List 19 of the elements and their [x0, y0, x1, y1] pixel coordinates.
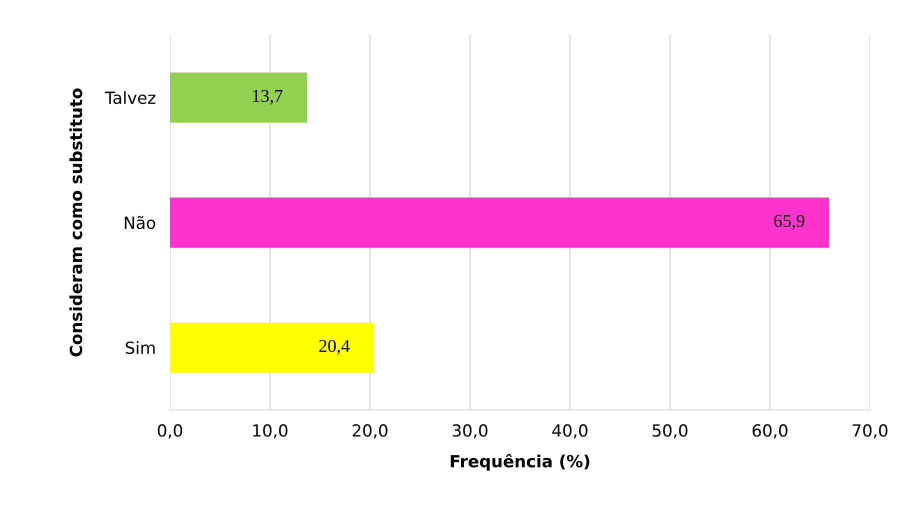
x-tick-label: 60,0: [752, 424, 788, 438]
y-tick-label: Talvez: [104, 91, 156, 104]
bar: [170, 322, 374, 372]
y-axis-title: Consideram como substituto: [69, 88, 82, 356]
x-tick-label: 20,0: [352, 424, 388, 438]
data-label: 13,7: [253, 90, 283, 105]
data-label: 20,4: [319, 340, 350, 355]
x-tick-label: 30,0: [452, 424, 488, 438]
bar: [170, 72, 307, 122]
x-tick-label: 50,0: [652, 424, 688, 438]
data-label: 65,9: [774, 214, 804, 230]
x-axis-title: Frequência (%): [450, 454, 590, 471]
x-tick-label: 70,0: [852, 424, 888, 438]
x-tick-label: 40,0: [552, 424, 588, 438]
y-tick-label: Sim: [126, 341, 155, 354]
bar: [170, 198, 829, 248]
x-tick-label: 10,0: [253, 424, 288, 438]
x-tick-label: 0,0: [158, 424, 182, 438]
y-tick-label: Não: [124, 216, 156, 230]
